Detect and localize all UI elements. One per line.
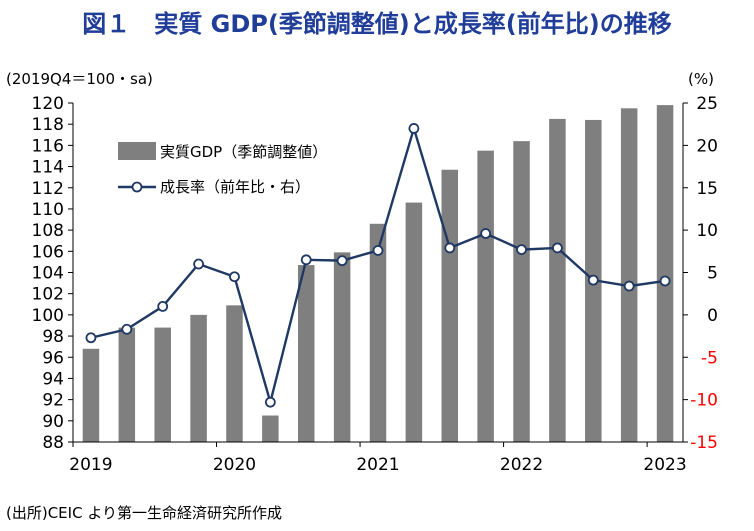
growth-rate-point (480, 228, 492, 239)
gdp-bar (369, 223, 387, 442)
left-tick-label: 106 (32, 242, 64, 262)
left-tick-label: 118 (32, 115, 64, 135)
legend-line-marker (131, 181, 143, 193)
gdp-bar (118, 327, 136, 442)
x-tick-label: 2020 (213, 455, 256, 475)
left-tick-label: 92 (42, 391, 64, 411)
growth-rate-point (264, 396, 276, 408)
gdp-bar (620, 108, 638, 442)
growth-rate-point (623, 280, 635, 292)
growth-rate-point (121, 323, 133, 335)
right-tick-label: 15 (696, 179, 718, 199)
gdp-bar (262, 415, 279, 442)
chart: (2019Q4＝100・sa) (%) 88909294969810010210… (6, 70, 718, 475)
left-tick-label: 94 (42, 369, 64, 389)
left-tick-label: 112 (32, 179, 64, 199)
source-note: (出所)CEIC より第一生命経済研究所作成 (6, 504, 283, 522)
right-tick-label: 10 (696, 221, 718, 241)
growth-rate-point (659, 275, 671, 287)
legend-bar-label: 実質GDP（季節調整値） (160, 143, 327, 161)
left-tick-label: 110 (32, 200, 64, 220)
left-tick-label: 108 (32, 221, 64, 241)
gdp-bar (656, 105, 674, 443)
growth-rate-point (372, 245, 384, 256)
growth-rate-point (85, 332, 97, 344)
right-tick-label: -5 (701, 348, 718, 368)
left-axis-unit: (2019Q4＝100・sa) (6, 70, 153, 88)
gdp-bar (441, 169, 459, 442)
left-tick-label: 104 (32, 264, 64, 284)
growth-rate-point (444, 242, 456, 254)
gdp-bar (297, 265, 315, 442)
right-tick-label: -10 (690, 391, 718, 411)
left-tick-label: 88 (42, 433, 64, 453)
right-tick-label: 5 (707, 264, 718, 284)
left-tick-label: 116 (32, 136, 64, 156)
left-tick-label: 102 (32, 285, 64, 305)
growth-rate-point (516, 244, 527, 256)
growth-rate-point (157, 300, 169, 312)
left-tick-label: 96 (42, 348, 64, 368)
gdp-bar (477, 150, 494, 442)
growth-rate-point (193, 258, 204, 270)
gdp-bar (190, 314, 207, 442)
growth-rate-point (587, 274, 599, 286)
legend: 実質GDP（季節調整値） 成長率（前年比・右） (118, 142, 327, 196)
x-tick-label: 2022 (500, 455, 543, 475)
gdp-bar (333, 252, 351, 442)
plot-area: 8890929496981001021041061081101121141161… (32, 94, 718, 475)
gdp-bar (154, 327, 171, 442)
gdp-bar (82, 348, 100, 442)
left-tick-label: 120 (32, 94, 64, 114)
left-tick-label: 98 (42, 327, 64, 347)
x-tick-label: 2021 (356, 455, 399, 475)
right-tick-label: 20 (696, 136, 718, 156)
chart-title: 図１ 実質 GDP(季節調整値)と成長率(前年比)の推移 (82, 10, 672, 38)
right-tick-label: 25 (696, 94, 718, 114)
growth-rate-point (336, 255, 348, 267)
growth-rate-point (552, 242, 563, 254)
growth-rate-point (408, 123, 420, 134)
left-tick-label: 114 (32, 158, 64, 178)
left-tick-label: 100 (32, 306, 64, 326)
legend-line-label: 成長率（前年比・右） (160, 178, 310, 196)
x-tick-label: 2019 (69, 455, 112, 475)
gdp-bar (405, 202, 423, 442)
gdp-bar (549, 118, 566, 442)
right-axis-unit: (%) (688, 70, 714, 88)
right-tick-label: -15 (690, 433, 718, 453)
gdp-bar (513, 141, 530, 442)
gdp-bar (226, 305, 243, 442)
growth-rate-point (229, 271, 240, 283)
left-tick-label: 90 (42, 412, 64, 432)
legend-bar-swatch (118, 142, 156, 160)
growth-rate-point (300, 254, 312, 266)
right-tick-label: 0 (707, 306, 718, 326)
x-tick-label: 2023 (643, 455, 686, 475)
